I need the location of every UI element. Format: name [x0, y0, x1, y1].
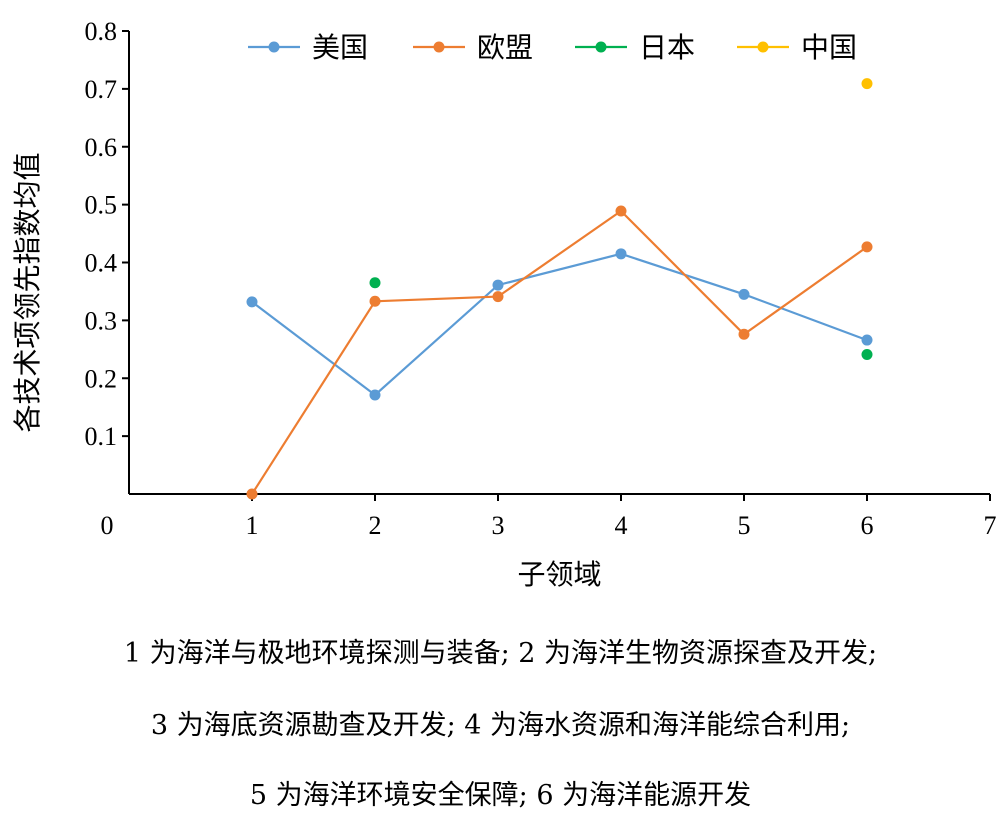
- line-chart: 0 1 2 3 4 5 6 7 0.1 0.2 0.3 0.4 0.5 0.6 0.7 0.8 美国 欧盟 日本 中…: [11, 17, 997, 591]
- legend-label: 日本: [639, 31, 695, 64]
- data-point: [861, 78, 873, 90]
- legend-item-0: 美国: [248, 31, 368, 64]
- y-tick-label: 0.4: [85, 249, 118, 278]
- data-point: [492, 291, 504, 303]
- series-1: [246, 205, 873, 500]
- y-tick-label: 0.5: [85, 191, 118, 220]
- data-point: [861, 334, 873, 346]
- chart-axes: 0 1 2 3 4 5 6 7 0.1 0.2 0.3 0.4 0.5 0.6 0.7 0.8: [85, 17, 997, 540]
- series-0: [246, 248, 873, 401]
- chart-series: [246, 78, 873, 500]
- x-tick-label: 2: [369, 511, 382, 540]
- legend-label: 美国: [312, 31, 368, 64]
- caption-line-3: 5 为海洋环境安全保障; 6 为海洋能源开发: [249, 780, 752, 811]
- series-line: [251, 252, 868, 397]
- legend-item-3: 中国: [737, 31, 857, 64]
- y-tick-label: 0.3: [85, 306, 118, 335]
- data-point: [369, 295, 381, 307]
- legend-swatch-marker: [268, 41, 280, 53]
- data-point: [369, 389, 381, 401]
- data-point: [738, 288, 750, 300]
- legend-swatch-marker: [433, 41, 445, 53]
- legend-item-1: 欧盟: [413, 31, 533, 64]
- x-tick-label: 3: [492, 511, 505, 540]
- caption-line-1: 1 为海洋与极地环境探测与装备; 2 为海洋生物资源探查及开发;: [123, 638, 878, 669]
- chart-legend: 美国 欧盟 日本 中国: [248, 31, 857, 64]
- y-tick-label: 0.7: [85, 75, 118, 104]
- legend-swatch-marker: [595, 41, 607, 53]
- x-tick-label: 7: [984, 511, 997, 540]
- y-tick-label: 0.2: [85, 364, 118, 393]
- y-axis-label: 各技术项领先指数均值: [11, 152, 44, 432]
- data-point: [861, 349, 873, 361]
- y-tick-label: 0.8: [85, 17, 118, 46]
- series-line: [251, 209, 868, 495]
- data-point: [492, 279, 504, 291]
- x-tick-label: 4: [615, 511, 628, 540]
- caption-line-2: 3 为海底资源勘查及开发; 4 为海水资源和海洋能综合利用;: [150, 710, 851, 741]
- data-point: [615, 205, 627, 217]
- x-tick-label: 0: [101, 511, 114, 540]
- legend-swatch-marker: [757, 41, 769, 53]
- legend-label: 欧盟: [477, 31, 533, 64]
- legend-item-2: 日本: [575, 31, 695, 64]
- data-point: [615, 248, 627, 260]
- series-2: [369, 277, 873, 361]
- x-tick-label: 5: [738, 511, 751, 540]
- data-point: [246, 488, 258, 500]
- legend-label: 中国: [801, 31, 857, 64]
- x-tick-label: 1: [246, 511, 259, 540]
- y-tick-label: 0.6: [85, 133, 118, 162]
- data-point: [246, 296, 258, 308]
- data-point: [738, 328, 750, 340]
- data-point: [369, 277, 381, 289]
- y-tick-label: 0.1: [85, 422, 118, 451]
- data-point: [861, 241, 873, 253]
- x-axis-label: 子领域: [517, 558, 601, 591]
- x-tick-label: 6: [861, 511, 874, 540]
- series-3: [861, 78, 873, 90]
